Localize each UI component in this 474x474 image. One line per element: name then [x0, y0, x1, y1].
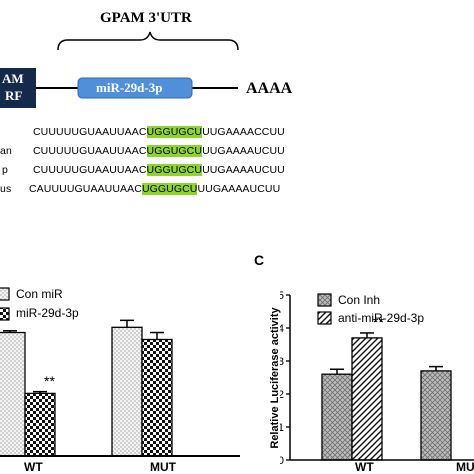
x-tick-wt-c: WT	[355, 460, 374, 474]
utr-brace	[57, 31, 239, 51]
y-tick-label-2: 2	[280, 389, 284, 401]
seq-row: CAUUUUGUAAUUAACUGGUGCUUUGAAAAUCUU	[29, 183, 280, 195]
seq-suffix: UUGAAAAUCUU	[202, 164, 285, 176]
legend-swatch-mir-29d-3p	[0, 307, 10, 321]
legend-label-con-mir: Con miR	[16, 287, 63, 301]
seq-suffix: UUGAAAACCUU	[202, 126, 285, 138]
seed-site: UGGUGCU	[146, 164, 203, 176]
polya-label: AAAA	[246, 80, 293, 97]
utr-diagram	[0, 31, 239, 108]
bar-con-mir-wt	[0, 331, 26, 457]
x-tick-wt-b: WT	[24, 460, 43, 474]
seq-suffix: UUGAAAAUCUU	[202, 145, 285, 157]
seed-site: UGGUGCU	[146, 126, 203, 138]
legend-swatch-con-inh	[317, 293, 332, 307]
bar-con-mir-mut	[111, 326, 143, 457]
legend-swatch-anti-mir-29d-3p	[317, 311, 332, 325]
seq-row: CUUUUUGUAAUUAACUGGUGCUUUGAAAACCUU	[33, 126, 285, 138]
seq-row: CUUUUUGUAAUUAACUGGUGCUUUGAAAAUCUU	[33, 145, 285, 157]
bar-con-inh-mu	[420, 370, 452, 461]
seq-prefix: CUUUUUGUAAUUAAC	[33, 164, 147, 176]
bar-con-inh-wt	[321, 373, 353, 461]
species-label: an	[0, 145, 12, 157]
species-label: us	[0, 183, 12, 195]
orf-label-2: RF	[5, 88, 23, 103]
bar-mir-29d-3p-mut	[141, 338, 173, 457]
mir-label: miR-29d-3p	[96, 80, 163, 95]
seq-row: CUUUUUGUAAUUAACUGGUGCUUUGAAAAUCUU	[33, 164, 285, 176]
seq-prefix: CUUUUUGUAAUUAAC	[33, 126, 147, 138]
x-tick-mu-c: MU	[456, 460, 474, 474]
y-tick-label-4: 4	[280, 323, 284, 335]
species-label: p	[2, 164, 8, 176]
seq-prefix: CUUUUUGUAAUUAAC	[33, 145, 147, 157]
orf-label-1: AM	[2, 71, 24, 86]
seed-site: UGGUGCU	[141, 183, 198, 195]
chart-c: 0 1 2 3 4 5	[280, 290, 474, 467]
significance-b: **	[44, 373, 55, 389]
legend-label-mir-29d-3p: miR-29d-3p	[16, 306, 79, 320]
panel-letter-c: C	[254, 252, 265, 268]
seq-suffix: UUGAAAAUCUU	[197, 183, 281, 195]
y-tick-label-5: 5	[280, 290, 284, 302]
seed-site: UGGUGCU	[146, 145, 203, 157]
bar-mir-29d-3p-wt	[24, 392, 56, 457]
y-tick-label-3: 3	[280, 356, 284, 368]
bar-anti-mir-29d-3p-wt	[351, 337, 383, 461]
utr-title: GPAM 3'UTR	[100, 10, 192, 26]
y-tick-label-1: 1	[280, 422, 284, 434]
significance-c: **	[373, 314, 384, 330]
legend-swatch-con-mir	[0, 287, 10, 301]
seq-prefix: CAUUUUGUAAUUAAC	[29, 183, 142, 195]
mir-box	[77, 77, 193, 99]
x-tick-mut-b: MUT	[150, 460, 176, 474]
y-tick-label-0: 0	[280, 455, 284, 467]
orf-box	[0, 68, 36, 108]
legend-label-anti-mir-29d-3p: anti-miR-29d-3p	[338, 311, 425, 325]
legend-label-con-inh: Con Inh	[338, 293, 381, 307]
chart-b	[0, 287, 240, 457]
